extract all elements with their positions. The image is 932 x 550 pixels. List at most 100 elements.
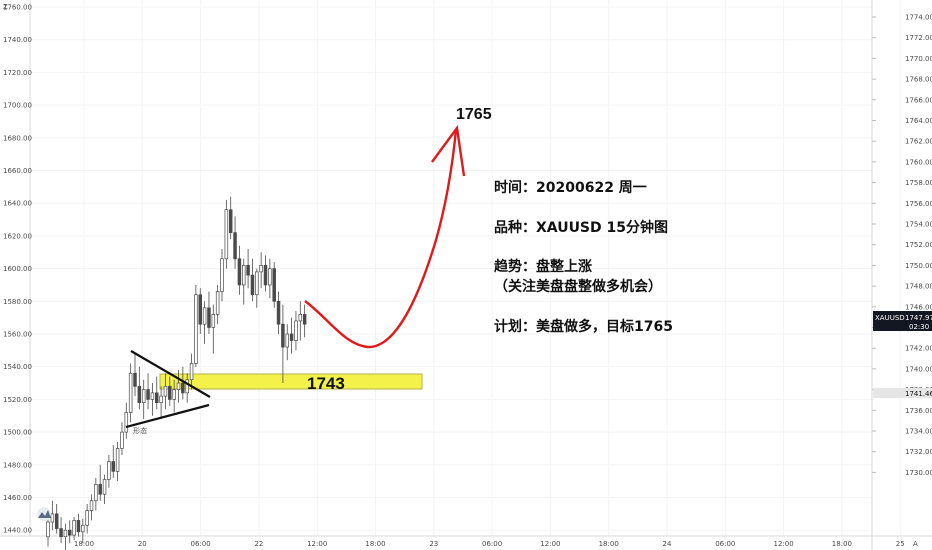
candle-body-up (159, 395, 163, 404)
candle (63, 523, 68, 550)
candle-body-down (146, 389, 150, 400)
right-tick-label: 1770.00 (905, 55, 932, 63)
candle-body-up (242, 264, 246, 286)
support-zone-label: 1743 (307, 374, 345, 393)
candle-body-down (281, 323, 285, 348)
candle-body-down (228, 209, 233, 233)
time-tick-label: 06:00 (482, 540, 502, 548)
candle-body-down (246, 264, 250, 276)
candle-body-down (155, 392, 159, 404)
candle (85, 504, 89, 534)
time-axis[interactable]: 18:00 20 06:00 22 12:00 18:00 23 06:00 12:00 18:0… (74, 540, 932, 548)
candle (259, 252, 263, 289)
candle-body-up (46, 521, 50, 538)
candle-body-down (54, 513, 59, 529)
candle (163, 373, 168, 410)
candle-body-down (137, 385, 142, 404)
left-tick-label: 1460.00 (3, 494, 32, 502)
candle (59, 517, 63, 544)
candle-body-up (102, 479, 107, 495)
candle (102, 474, 107, 505)
candle-body-up (224, 209, 229, 260)
right-tick-label: 1764.00 (905, 117, 932, 125)
candle (81, 518, 85, 544)
candle-body-up (285, 333, 290, 348)
time-tick-label: 06:00 (191, 540, 211, 548)
candle-body-down (233, 232, 237, 260)
candle-body-down (237, 258, 242, 286)
candle-body-up (194, 294, 198, 364)
time-tick-label: 24 (663, 540, 672, 548)
candle (176, 369, 181, 403)
candle (276, 291, 281, 334)
candle-body-down (207, 307, 211, 328)
candle (233, 216, 237, 269)
right-tick-label: 1766.00 (905, 96, 932, 104)
left-tick-label: 1720.00 (3, 69, 32, 77)
right-tick-label: 1742.00 (905, 345, 932, 353)
candle (242, 258, 246, 305)
candle (246, 248, 250, 289)
right-tick-label: 1752.00 (905, 241, 932, 249)
left-tick-label: 1680.00 (3, 134, 32, 142)
candle (228, 196, 233, 240)
candle-body-down (272, 268, 276, 302)
left-tick-label: 1740.00 (3, 36, 32, 44)
right-tick-label: 1734.00 (905, 428, 932, 436)
right-tick-label: 1750.00 (905, 262, 932, 270)
candle (224, 199, 229, 269)
candle-body-up (185, 379, 189, 394)
level-price-tag: 1741.46 (873, 388, 932, 398)
candle (107, 454, 111, 488)
candle-body-up (72, 520, 76, 536)
time-tick-label: 12:00 (307, 540, 327, 548)
candle-body-up (150, 392, 155, 400)
arrow-head (431, 124, 466, 177)
candle (211, 304, 216, 354)
candle-body-up (163, 385, 168, 397)
candle (215, 284, 220, 325)
candle (137, 366, 142, 410)
candle-body-up (94, 484, 98, 502)
triangle-lower-line (125, 403, 210, 429)
candle-body-down (133, 372, 137, 387)
tradingview-logo-icon[interactable] (37, 507, 51, 521)
left-tick-label: 1600.00 (3, 265, 32, 273)
candle (207, 291, 211, 334)
candle-body-down (168, 385, 172, 400)
candle (172, 379, 176, 413)
left-tick-label: 1440.00 (3, 527, 32, 535)
left-tick-label: 1620.00 (3, 232, 32, 240)
left-tick-label: 1700.00 (3, 102, 32, 110)
candle-body-up (128, 372, 133, 413)
candle-body-up (50, 513, 55, 523)
left-tick-label: 1660.00 (3, 167, 32, 175)
annotation-plan: 计划：美盘做多，目标1765 (494, 318, 673, 335)
candle-body-down (198, 294, 203, 325)
candle-body-down (98, 484, 102, 495)
candle-body-up (215, 291, 220, 315)
candle-body-up (220, 258, 224, 292)
candle (302, 304, 307, 338)
candle-body-down (302, 314, 307, 325)
candle-body-down (181, 382, 185, 394)
grid (30, 0, 901, 536)
candle-body-up (268, 268, 272, 286)
candle (268, 258, 272, 299)
time-tick-label: 18:00 (74, 540, 94, 548)
last-price-tag: 1747.97 (905, 314, 932, 322)
candle (133, 353, 137, 397)
axis-corner-right[interactable]: A (913, 540, 918, 548)
candle (185, 373, 189, 403)
candle (168, 376, 172, 406)
left-tick-label: 1560.00 (3, 331, 32, 339)
right-tick-label: 1774.00 (905, 14, 932, 22)
triangle-upper-line (130, 350, 211, 398)
candle-body-down (250, 274, 255, 296)
time-tick-label: 18:00 (365, 540, 385, 548)
left-tick-label: 1480.00 (3, 461, 32, 469)
right-tick-label: 1730.00 (905, 469, 932, 477)
candle (155, 376, 159, 410)
